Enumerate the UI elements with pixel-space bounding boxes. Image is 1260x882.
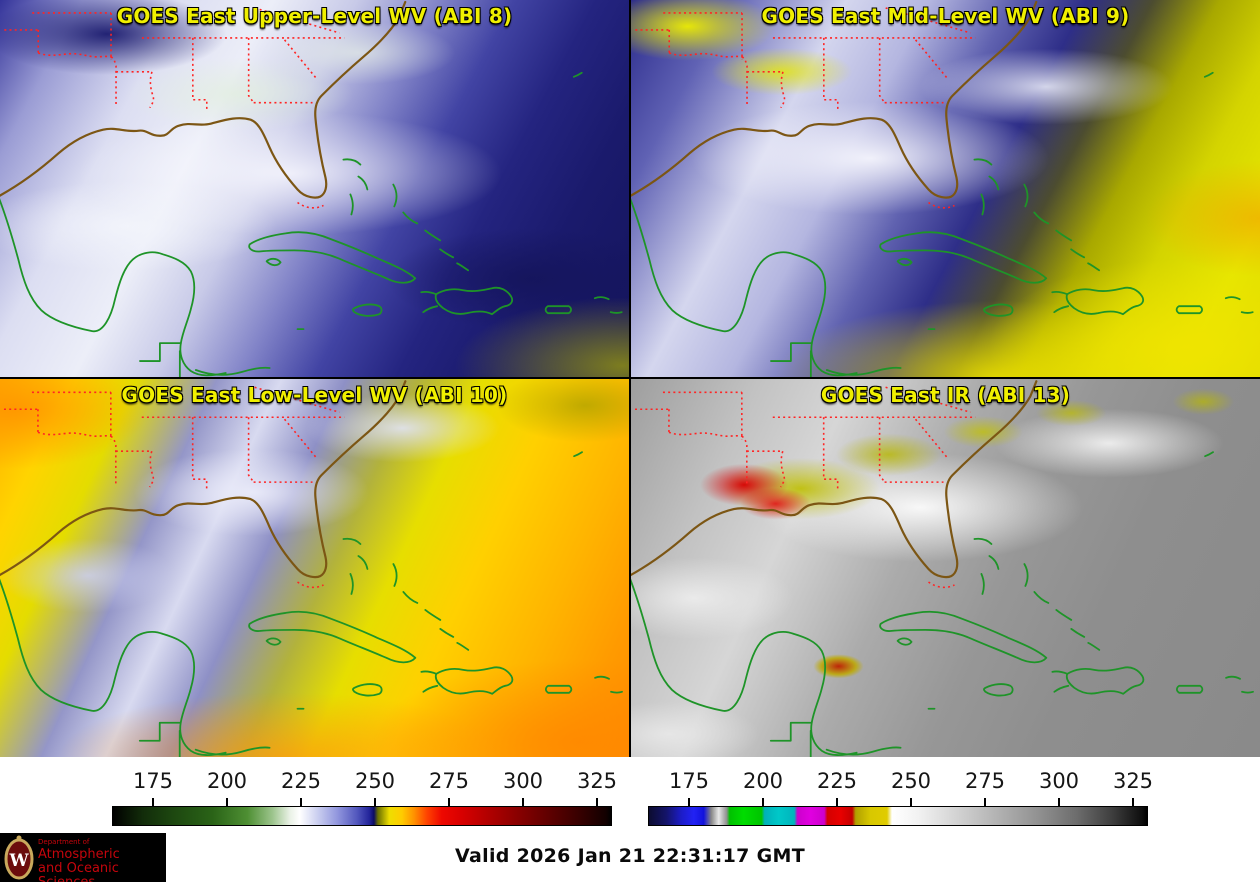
map-overlay-abi13 [631, 380, 1255, 757]
map-overlay-abi8 [0, 0, 623, 377]
panel-title-abi13: GOES East IR (ABI 13) [820, 383, 1071, 407]
ir-tick-label: 175 [668, 769, 710, 793]
ir-tick-mark [688, 798, 690, 806]
ir-tick-mark [984, 798, 986, 806]
low-level-wv-imagery [0, 379, 629, 757]
satellite-panel-grid: GOES East Upper-Level WV (ABI 8) GOES Ea… [0, 0, 1260, 757]
wv-tick-label: 250 [354, 769, 396, 793]
wv-tick-mark [596, 798, 598, 806]
wv-tick-mark [448, 798, 450, 806]
ir-colorbar: 175 200 225 250 275 300 325 [648, 757, 1153, 827]
ir-tick-mark [910, 798, 912, 806]
wv-tick-label: 175 [132, 769, 174, 793]
ir-tick-mark [1132, 798, 1134, 806]
wv-colorbar-gradient [112, 806, 612, 826]
ir-tick-label: 325 [1112, 769, 1154, 793]
panel-title-abi9: GOES East Mid-Level WV (ABI 9) [761, 4, 1130, 28]
panel-ir: GOES East IR (ABI 13) [631, 379, 1260, 757]
wv-tick-mark [522, 798, 524, 806]
ir-colorbar-gradient [648, 806, 1148, 826]
ir-imagery [631, 379, 1260, 757]
logo-text: Department of Atmospheric and Oceanic Sc… [38, 838, 166, 882]
wv-tick-label: 225 [280, 769, 322, 793]
ir-tick-mark [762, 798, 764, 806]
valid-timestamp: Valid 2026 Jan 21 22:31:17 GMT [455, 845, 805, 867]
uw-crest-icon: W [4, 835, 34, 880]
wv-tick-mark [300, 798, 302, 806]
mid-level-wv-imagery [631, 0, 1260, 377]
ir-tick-label: 225 [816, 769, 858, 793]
logo-oceanic-line: and Oceanic Sciences [38, 860, 119, 882]
ir-tick-mark [836, 798, 838, 806]
wv-tick-mark [152, 798, 154, 806]
panel-low-level-wv: GOES East Low-Level WV (ABI 10) [0, 379, 629, 757]
crest-letter: W [8, 851, 29, 871]
ir-tick-mark [1058, 798, 1060, 806]
map-overlay-abi10 [0, 380, 624, 757]
footer: W Department of Atmospheric and Oceanic … [0, 830, 1260, 882]
wv-tick-label: 325 [576, 769, 618, 793]
ir-tick-label: 275 [964, 769, 1006, 793]
panel-mid-level-wv: GOES East Mid-Level WV (ABI 9) [631, 0, 1260, 377]
wv-tick-label: 300 [502, 769, 544, 793]
wv-tick-mark [374, 798, 376, 806]
ir-tick-label: 300 [1038, 769, 1080, 793]
uw-aos-logo: W Department of Atmospheric and Oceanic … [0, 833, 166, 882]
wv-colorbar: 175 200 225 250 275 300 325 [112, 757, 617, 827]
map-overlay-abi9 [631, 0, 1254, 377]
logo-dept-line: Department of [38, 838, 90, 846]
wv-tick-label: 275 [428, 769, 470, 793]
panel-title-abi10: GOES East Low-Level WV (ABI 10) [121, 383, 508, 407]
panel-upper-level-wv: GOES East Upper-Level WV (ABI 8) [0, 0, 629, 377]
colorbar-row: 175 200 225 250 275 300 325 175 200 225 … [0, 757, 1260, 830]
logo-atmospheric-line: Atmospheric [38, 847, 120, 863]
upper-level-wv-imagery [0, 0, 629, 377]
panel-title-abi8: GOES East Upper-Level WV (ABI 8) [116, 4, 513, 28]
wv-tick-mark [226, 798, 228, 806]
wv-tick-label: 200 [206, 769, 248, 793]
ir-tick-label: 200 [742, 769, 784, 793]
ir-tick-label: 250 [890, 769, 932, 793]
